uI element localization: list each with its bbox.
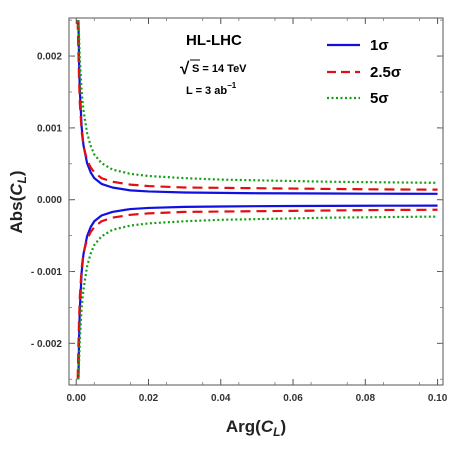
ticks: 0.00 0.02 0.04 0.06 0.08 0.10 - 0.002 - 0.001 0.… [31,18,448,404]
y-tick-label: 0.002 [37,52,62,63]
series-layer [76,20,438,380]
y-axis-title: Abs(CL) [7,170,29,233]
legend-label-2-5sigma: 2.5σ [370,64,401,81]
y-tick-label: 0.000 [37,195,62,206]
legend-label-5sigma: 5σ [370,90,389,107]
x-tick-label: 0.10 [428,393,448,404]
y-tick-label: - 0.001 [31,267,63,278]
series-1-lower-curve [76,208,438,380]
x-tick-label: 0.00 [66,393,86,404]
x-tick-label: 0.08 [356,393,376,404]
legend: 1σ 2.5σ 5σ [327,37,401,107]
x-axis-title: Arg(CL) [226,417,286,439]
x-tick-label: 0.06 [283,393,303,404]
plot-frame [68,17,444,386]
annotation-lumi-sup: −1 [227,81,237,90]
legend-label-1sigma: 1σ [370,37,389,54]
y-tick-label: - 0.002 [31,339,63,350]
series-2-lower-curve [77,215,438,380]
annotation-sqrt-symbol: √ [180,59,190,78]
x-tick-label: 0.04 [211,393,231,404]
x-tick-label: 0.02 [139,393,159,404]
series-0-upper-curve [77,20,438,195]
annotation-title: HL-LHC [186,32,242,49]
annotation-lumi: L = 3 ab−1 [186,81,237,97]
y-tick-label: 0.001 [37,123,62,134]
annotation-lumi-main: L = 3 ab [186,85,227,97]
annotation-energy: S = 14 TeV [192,63,247,75]
series-0-lower-curve [77,204,438,380]
